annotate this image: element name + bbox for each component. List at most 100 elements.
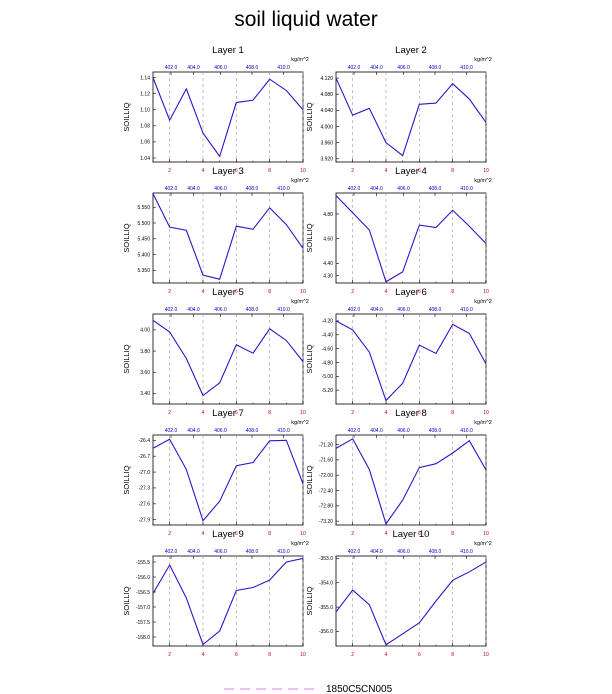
panel-2-title: Layer 2 xyxy=(395,45,427,56)
panel-2-ytick-label: 3.920 xyxy=(320,157,333,163)
panel-8-ytick-label: -71.20 xyxy=(319,442,333,448)
panel-10-top-tick-label: 408.0 xyxy=(429,549,442,555)
panel-6-ylabel: SOILLIQ xyxy=(305,344,314,373)
panel-10-xtick-label: 2 xyxy=(351,652,354,658)
panel-8-top-tick-label: 410.0 xyxy=(460,428,473,434)
panel-6-ytick-label: -5.00 xyxy=(322,374,334,380)
panel-7-ytick-label: -27.0 xyxy=(139,470,151,476)
panel-9-frame xyxy=(152,555,304,647)
panel-5-top-tick-label: 402.0 xyxy=(165,307,178,313)
panel-4-title: Layer 4 xyxy=(395,166,427,177)
panel-10-xtick-label: 6 xyxy=(418,652,421,658)
panel-1-xtick-label: 6 xyxy=(235,168,238,174)
panel-2-xtick-label: 8 xyxy=(451,168,454,174)
panel-3-xtick-label: 6 xyxy=(235,289,238,295)
panel-9-ytick-label: -158.0 xyxy=(136,635,150,641)
panel-2-xtick-label: 6 xyxy=(418,168,421,174)
panel-9-ytick-label: -156.5 xyxy=(136,590,150,596)
panel-6-ytick-label: -4.60 xyxy=(322,346,334,352)
panel-6-frame xyxy=(335,313,487,405)
panel-7-title: Layer 7 xyxy=(212,408,244,419)
panel-5-ytick-label: 3.40 xyxy=(140,391,150,397)
panel-2-unit-label: kg/m^2 xyxy=(474,57,492,63)
panel-6-series-line xyxy=(335,320,487,402)
panel-1-series-line xyxy=(152,77,304,158)
panel-5-xtick-label: 10 xyxy=(300,410,306,416)
panel-1-ytick-label: 1.14 xyxy=(140,75,150,81)
panel-2-ytick-label: 4.040 xyxy=(320,108,333,114)
panel-7-xtick-label: 2 xyxy=(168,531,171,537)
panel-6-top-tick-label: 404.0 xyxy=(370,307,383,313)
panel-4-top-tick-label: 406.0 xyxy=(397,186,410,192)
panel-1-top-tick-label: 406.0 xyxy=(214,65,227,71)
panel-7-top-tick-label: 408.0 xyxy=(246,428,259,434)
panel-4-top-tick-label: 408.0 xyxy=(429,186,442,192)
panel-7-xtick-label: 6 xyxy=(235,531,238,537)
panel-3-ytick-label: 5.500 xyxy=(137,221,150,227)
panel-8-xtick-label: 2 xyxy=(351,531,354,537)
panel-3-xtick-label: 2 xyxy=(168,289,171,295)
panel-6-ytick-label: -4.20 xyxy=(322,319,334,325)
panel-5-xtick-label: 6 xyxy=(235,410,238,416)
panel-1-top-tick-label: 402.0 xyxy=(165,65,178,71)
panel-2-ytick-label: 4.000 xyxy=(320,124,333,130)
panel-2-frame xyxy=(335,71,487,163)
panel-4-ytick-label: 4.30 xyxy=(323,273,333,279)
panel-9-ytick-label: -155.5 xyxy=(136,560,150,566)
panel-3-xtick-label: 10 xyxy=(300,289,306,295)
panel-3-unit-label: kg/m^2 xyxy=(291,178,309,184)
panel-1-title: Layer 1 xyxy=(212,45,244,56)
panel-8-top-tick-label: 404.0 xyxy=(370,428,383,434)
panel-2-xtick-label: 4 xyxy=(385,168,388,174)
panel-10-xtick-label: 10 xyxy=(483,652,489,658)
panel-3-top-tick-label: 408.0 xyxy=(246,186,259,192)
panel-9-top-tick-label: 408.0 xyxy=(246,549,259,555)
panel-1-ytick-label: 1.04 xyxy=(140,156,150,162)
panel-3-frame xyxy=(152,192,304,284)
panel-7-top-tick-label: 404.0 xyxy=(187,428,200,434)
panel-8-xtick-label: 8 xyxy=(451,531,454,537)
panel-8-xtick-label: 10 xyxy=(483,531,489,537)
panel-7-top-tick-label: 402.0 xyxy=(165,428,178,434)
panel-9-series-line xyxy=(152,557,304,646)
panel-5-top-tick-label: 404.0 xyxy=(187,307,200,313)
panel-9-xtick-label: 10 xyxy=(300,652,306,658)
panel-5-ytick-label: 3.60 xyxy=(140,370,150,376)
panel-2-xtick-label: 10 xyxy=(483,168,489,174)
panel-3-ytick-label: 5.450 xyxy=(137,237,150,243)
panel-6-top-tick-label: 410.0 xyxy=(460,307,473,313)
panel-9-top-tick-label: 402.0 xyxy=(165,549,178,555)
panel-6-top-tick-label: 408.0 xyxy=(429,307,442,313)
panel-1-unit-label: kg/m^2 xyxy=(291,57,309,63)
panel-9-unit-label: kg/m^2 xyxy=(291,541,309,547)
panel-2-top-tick-label: 408.0 xyxy=(429,65,442,71)
panel-1-xtick-label: 4 xyxy=(202,168,205,174)
panel-10-top-tick-label: 402.0 xyxy=(348,549,361,555)
panel-9-top-tick-label: 404.0 xyxy=(187,549,200,555)
panel-4-top-tick-label: 402.0 xyxy=(348,186,361,192)
panel-10-xtick-label: 8 xyxy=(451,652,454,658)
panel-7-xtick-label: 10 xyxy=(300,531,306,537)
panel-8-ytick-label: -72.80 xyxy=(319,504,333,510)
panel-4-series-line xyxy=(335,195,487,283)
panel-7-unit-label: kg/m^2 xyxy=(291,420,309,426)
panel-5-ytick-label: 3.80 xyxy=(140,349,150,355)
panel-10-ytick-label: -356.0 xyxy=(319,629,333,635)
panel-5-xtick-label: 8 xyxy=(268,410,271,416)
panel-9-ytick-label: -156.0 xyxy=(136,575,150,581)
panel-3-series-line xyxy=(152,193,304,280)
panel-10-top-tick-label: 404.0 xyxy=(370,549,383,555)
panel-7-xtick-label: 8 xyxy=(268,531,271,537)
panel-7-ytick-label: -27.9 xyxy=(139,518,151,524)
panel-7-xtick-label: 4 xyxy=(202,531,205,537)
panel-4-xtick-label: 8 xyxy=(451,289,454,295)
panel-5-unit-label: kg/m^2 xyxy=(291,299,309,305)
panel-8-top-tick-label: 408.0 xyxy=(429,428,442,434)
panel-2-top-tick-label: 406.0 xyxy=(397,65,410,71)
panel-4-frame xyxy=(335,192,487,284)
panel-9-xtick-label: 6 xyxy=(235,652,238,658)
panel-8-series-line xyxy=(335,438,487,526)
panel-10-series-line xyxy=(335,561,487,646)
panel-4-top-tick-label: 410.0 xyxy=(460,186,473,192)
panel-9-xtick-label: 2 xyxy=(168,652,171,658)
